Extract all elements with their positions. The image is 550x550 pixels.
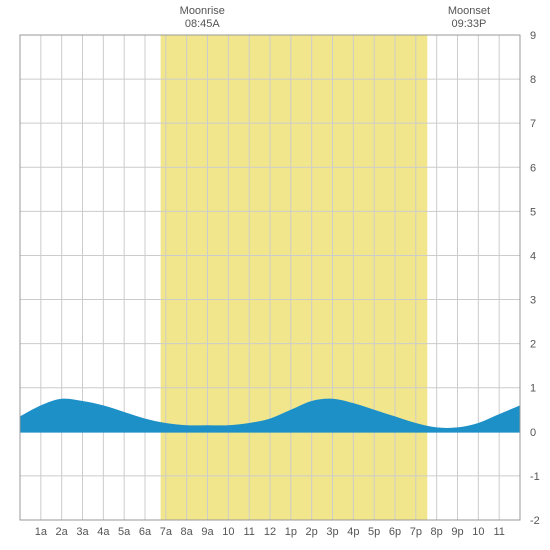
x-tick-label: 11 [493, 526, 504, 538]
tide-chart: 1a2a3a4a5a6a7a8a9a1011121p2p3p4p5p6p7p8p… [0, 0, 550, 550]
x-tick-label: 10 [472, 526, 484, 538]
y-tick-label: -2 [530, 515, 540, 527]
x-tick-label: 2a [56, 526, 69, 538]
x-tick-label: 9p [451, 526, 463, 538]
y-tick-label: 3 [530, 295, 536, 307]
x-tick-label: 6a [139, 526, 152, 538]
x-tick-label: 5p [368, 526, 380, 538]
x-tick-label: 8p [431, 526, 443, 538]
moon-band [161, 35, 428, 520]
x-tick-label: 9a [201, 526, 214, 538]
x-tick-label: 7p [410, 526, 422, 538]
y-tick-label: 1 [530, 383, 536, 395]
y-tick-label: -1 [530, 471, 540, 483]
moonset-label-time: 09:33P [452, 18, 487, 30]
x-tick-label: 3p [326, 526, 338, 538]
y-tick-label: 4 [530, 250, 536, 262]
y-tick-label: 2 [530, 339, 536, 351]
x-tick-label: 8a [181, 526, 194, 538]
y-tick-label: 8 [530, 74, 536, 86]
chart-svg: 1a2a3a4a5a6a7a8a9a1011121p2p3p4p5p6p7p8p… [0, 0, 550, 550]
moonset-label-title: Moonset [448, 5, 490, 17]
x-tick-label: 6p [389, 526, 401, 538]
y-tick-label: 7 [530, 118, 536, 130]
x-tick-label: 7a [160, 526, 173, 538]
x-tick-label: 5a [118, 526, 131, 538]
moonrise-label-time: 08:45A [185, 18, 221, 30]
x-tick-label: 1a [35, 526, 48, 538]
y-tick-label: 5 [530, 206, 536, 218]
y-tick-label: 0 [530, 427, 536, 439]
x-tick-label: 11 [243, 526, 254, 538]
moonrise-label-title: Moonrise [180, 5, 225, 17]
x-tick-label: 3a [76, 526, 89, 538]
x-tick-label: 4p [347, 526, 359, 538]
x-tick-label: 2p [306, 526, 318, 538]
x-tick-label: 1p [285, 526, 297, 538]
x-tick-label: 12 [264, 526, 276, 538]
x-tick-label: 10 [222, 526, 234, 538]
x-tick-label: 4a [97, 526, 110, 538]
y-tick-label: 9 [530, 30, 536, 42]
y-tick-label: 6 [530, 162, 536, 174]
